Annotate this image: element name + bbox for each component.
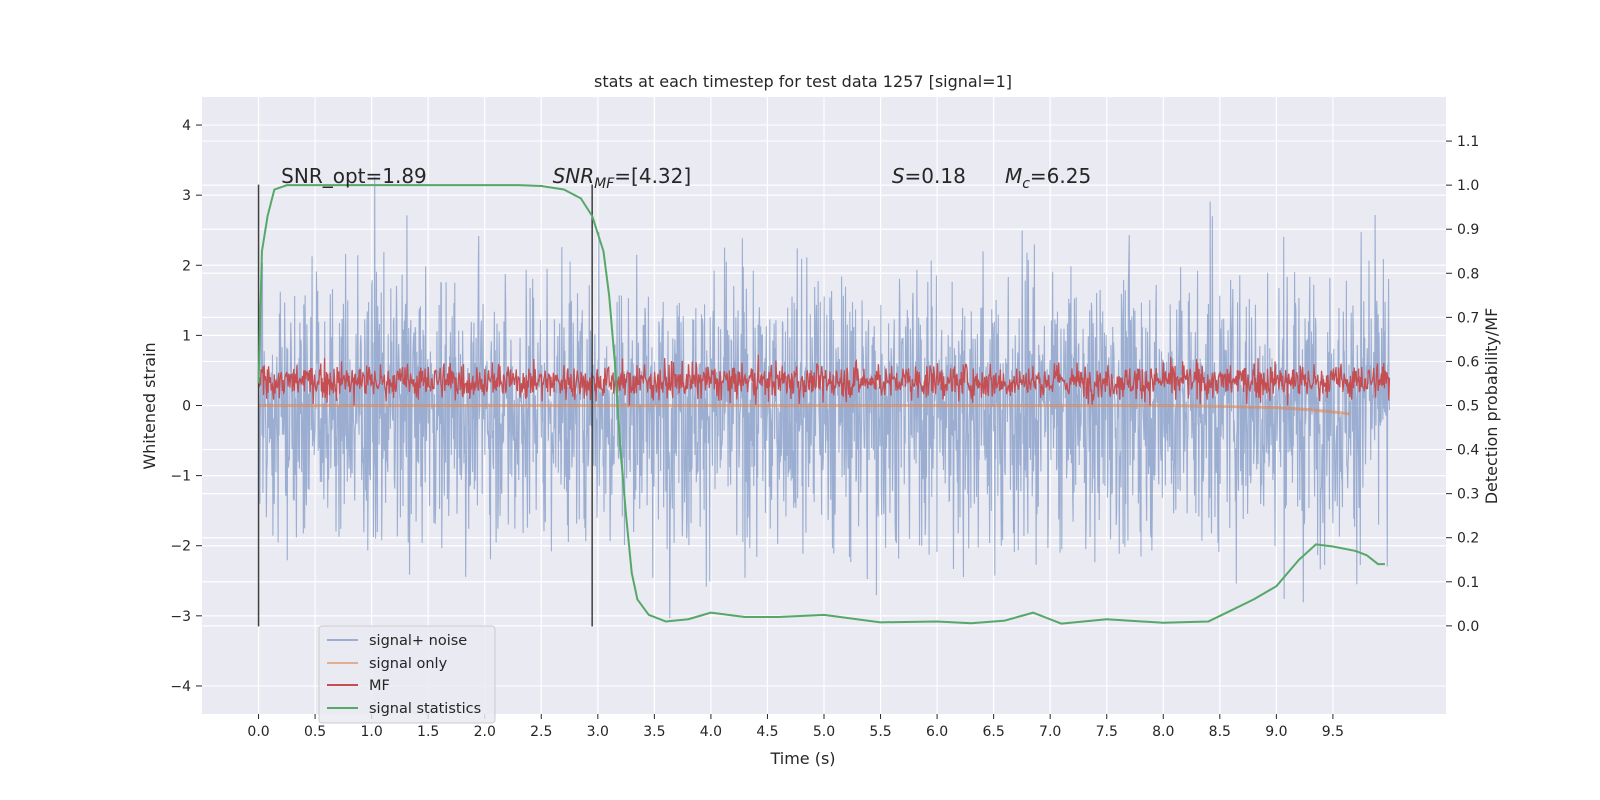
- legend-label-signal-statistics: signal statistics: [369, 701, 481, 717]
- signal-only-trace: [258, 404, 1351, 416]
- chart-title: stats at each timestep for test data 125…: [594, 72, 1012, 91]
- x-tick-label: 3.5: [643, 724, 665, 740]
- y-tick-label-right: 0.8: [1457, 266, 1479, 282]
- mf-trace: [257, 354, 1391, 406]
- y-tick-label-left: 2: [182, 258, 191, 274]
- y-axis-label-left: Whitened strain: [140, 342, 159, 469]
- y-tick-label-right: 0.7: [1457, 310, 1479, 326]
- x-tick-label: 9.5: [1322, 724, 1344, 740]
- x-tick-label: 2.0: [474, 724, 496, 740]
- x-tick-label: 9.0: [1265, 724, 1287, 740]
- y-tick-label-left: 1: [182, 328, 191, 344]
- legend-label-signal-noise: signal+ noise: [369, 633, 467, 649]
- x-tick-label: 6.0: [926, 724, 948, 740]
- x-tick-label: 8.5: [1209, 724, 1231, 740]
- series-mf: [257, 354, 1391, 406]
- annotation-mc-value: Mc=6.25: [1005, 164, 1091, 192]
- x-tick-label: 0.0: [247, 724, 269, 740]
- y-tick-label-left: −4: [170, 679, 191, 695]
- y-tick-label-left: 4: [182, 118, 191, 134]
- legend: signal+ noise signal only MF signal stat…: [318, 625, 496, 724]
- series-signal-noise: [258, 176, 1390, 619]
- series-signal-statistics: [257, 184, 1385, 625]
- annotation-snr-mf: SNRMF=[4.32]: [553, 164, 692, 192]
- x-tick-label: 1.5: [417, 724, 439, 740]
- x-tick-label: 8.0: [1152, 724, 1174, 740]
- y-tick-label-left: 0: [182, 399, 191, 415]
- x-tick-label: 6.5: [983, 724, 1005, 740]
- x-tick-label: 4.5: [756, 724, 778, 740]
- x-tick-label: 1.0: [361, 724, 383, 740]
- x-tick-label: 7.5: [1096, 724, 1118, 740]
- y-tick-label-right: 0.9: [1457, 222, 1479, 238]
- vertical-markers: [257, 184, 593, 627]
- y-tick-label-right: 0.0: [1457, 619, 1479, 635]
- x-tick-label: 2.5: [530, 724, 552, 740]
- y-tick-label-left: −2: [170, 539, 191, 555]
- y-tick-label-right: 0.5: [1457, 399, 1479, 415]
- annotation-snr-opt: SNR_opt=1.89: [281, 164, 427, 188]
- signal-statistics-trace: [257, 184, 1385, 625]
- x-tick-label: 4.0: [700, 724, 722, 740]
- annotations: SNR_opt=1.89 SNRMF=[4.32] S=0.18 Mc=6.25: [281, 164, 1091, 192]
- x-tick-label: 5.0: [813, 724, 835, 740]
- annotation-s-value: S=0.18: [892, 164, 966, 188]
- y-tick-label-left: −3: [170, 609, 191, 625]
- y-tick-label-right: 0.2: [1457, 531, 1479, 547]
- y-axis-label-right: Detection probability/MF: [1482, 308, 1501, 505]
- series-signal-only: [258, 404, 1351, 416]
- y-tick-label-right: 1.0: [1457, 178, 1479, 194]
- y-tick-label-left: 3: [182, 188, 191, 204]
- legend-label-mf: MF: [369, 678, 390, 694]
- y-tick-label-right: 0.6: [1457, 354, 1479, 370]
- y-tick-label-right: 1.1: [1457, 134, 1479, 150]
- legend-label-signal-only: signal only: [369, 656, 448, 672]
- noise-trace: [258, 176, 1390, 619]
- x-tick-label: 0.5: [304, 724, 326, 740]
- y-tick-label-left: −1: [170, 469, 191, 485]
- y-tick-label-right: 0.3: [1457, 487, 1479, 503]
- axis-ticks: 0.0 0.5 1.0 1.5 2.0 2.5 3.0 3.5 4.0 4.5 5.0 5.5 6.0 6…: [170, 118, 1479, 740]
- x-axis-label: Time (s): [769, 749, 835, 768]
- x-tick-label: 3.0: [587, 724, 609, 740]
- y-tick-label-right: 0.4: [1457, 443, 1479, 459]
- legend-frame: [318, 625, 496, 724]
- x-tick-label: 7.0: [1039, 724, 1061, 740]
- y-tick-label-right: 0.1: [1457, 575, 1479, 591]
- x-tick-label: 5.5: [869, 724, 891, 740]
